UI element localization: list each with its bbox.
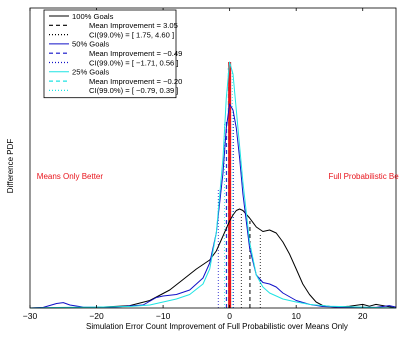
legend-entry-label: CI(99.0%) = [ −1.71, 0.56 ]: [89, 58, 179, 67]
x-tick-label: −20: [89, 311, 104, 321]
x-tick-label: −30: [23, 311, 38, 321]
x-tick-label: 20: [358, 311, 368, 321]
legend-entry-label: Mean Improvement = 3.05: [89, 21, 178, 30]
legend-entry-label: CI(99.0%) = [ 1.75, 4.60 ]: [89, 30, 174, 39]
y-axis-label: Difference PDF: [6, 139, 15, 194]
axes: −30 −20 −10 0 10 20 Simulation Error Count Imp…: [6, 7, 399, 331]
plot-area: [29, 61, 397, 309]
x-tick-label: −10: [156, 311, 171, 321]
legend-entry-label: Mean Improvement = −0.20: [89, 77, 182, 86]
x-tick-label: 0: [227, 311, 232, 321]
series-curve: [29, 103, 397, 309]
plot-frame: [29, 7, 397, 309]
x-axis-label: Simulation Error Count Improvement of Fu…: [86, 322, 348, 331]
legend-entry-label: 100% Goals: [72, 12, 114, 21]
legend-entry-label: CI(99.0%) = [ −0.79, 0.39 ]: [89, 86, 179, 95]
series-curve: [29, 61, 397, 309]
legend-entry-label: 50% Goals: [72, 40, 109, 49]
annotation-label: Means Only Better: [37, 172, 104, 181]
legend-entry-label: 25% Goals: [72, 68, 109, 77]
annotation-label: Full Probabilistic Better: [328, 172, 399, 181]
series-curve: [29, 208, 397, 309]
legend-box: [43, 9, 177, 99]
legend-entry-label: Mean Improvement = −0.49: [89, 49, 182, 58]
x-tick-label: 10: [291, 311, 301, 321]
